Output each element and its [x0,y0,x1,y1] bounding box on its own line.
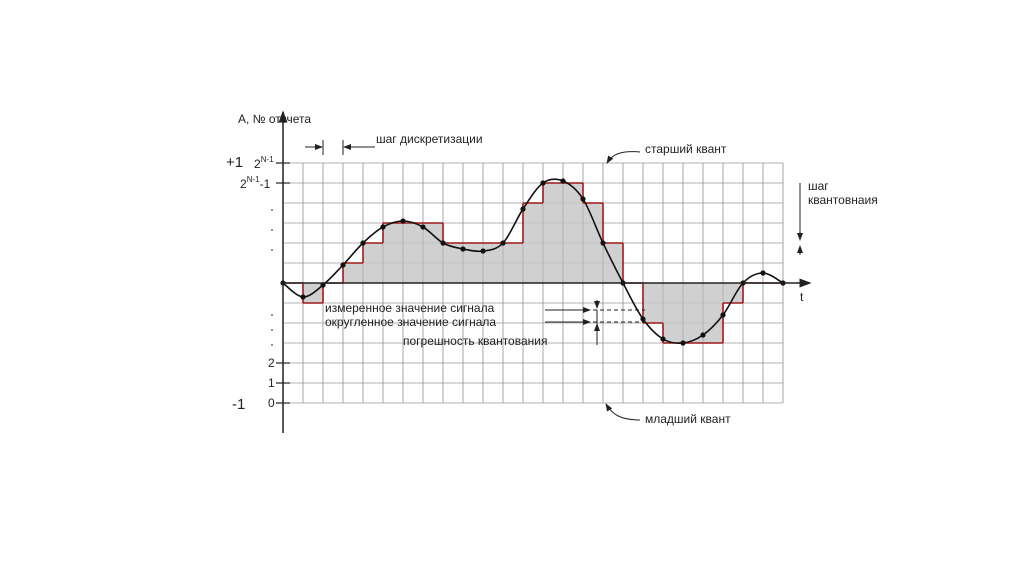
sample-point [500,240,506,246]
sample-point [360,240,366,246]
top-quantum-label: старший квант [645,142,727,156]
sample-point [680,340,686,346]
quantized-area [423,223,443,283]
quant-step-label: шаг [808,179,829,193]
quantized-area [583,203,603,283]
low-quantum-label: младший квант [645,412,731,426]
sample-point [540,180,546,186]
ellipsis-dots [271,209,273,346]
rounded-label: округленное значение сигнала [325,315,496,329]
axis-ticks [276,162,290,404]
sample-point [700,332,706,338]
quantized-area [683,283,703,343]
sample-point [760,270,766,276]
quantized-area [643,283,663,323]
quantized-area [343,263,363,283]
quantized-area [703,283,723,343]
level-second: 2N-1-1 [240,175,271,191]
plus-one: +1 [226,154,243,171]
sample-point [300,294,306,300]
quantized-area [483,243,503,283]
level-label: 1 [268,376,275,390]
sample-point [580,196,586,202]
quantized-area [723,283,743,303]
sample-point [440,240,446,246]
sample-point [420,224,426,230]
quantized-area [543,183,563,283]
sample-point [640,316,646,322]
sample-point [660,336,666,342]
level-label: 2 [268,356,275,370]
quantized-area [563,183,583,283]
minus-one: -1 [232,396,245,413]
annotation-arrows [305,140,803,421]
level-label: 0 [268,396,275,410]
quantized-area [463,243,483,283]
sampling-step-label: шаг дискретизации [376,132,483,146]
error-label: погрешность квантования [403,334,547,348]
quantized-area [523,203,543,283]
quantized-area [383,223,403,283]
sample-point [460,246,466,252]
sample-point [720,312,726,318]
sample-point [340,262,346,268]
sample-point [600,240,606,246]
quant-step-label: квантовнаия [808,193,878,207]
level-top: 2N-1 [254,155,274,171]
y-axis-title: А, № отсчета [238,112,311,126]
sample-point [560,178,566,184]
quantized-area [403,223,423,283]
sample-point [380,224,386,230]
measured-label: измеренное значение сигнала [325,301,495,315]
t-label: t [800,290,804,304]
quantized-area [503,243,523,283]
sample-point [520,206,526,212]
sample-point [400,218,406,224]
sample-point [480,248,486,254]
quantized-area [443,243,463,283]
quantized-area [363,243,383,283]
quantized-area [663,283,683,343]
